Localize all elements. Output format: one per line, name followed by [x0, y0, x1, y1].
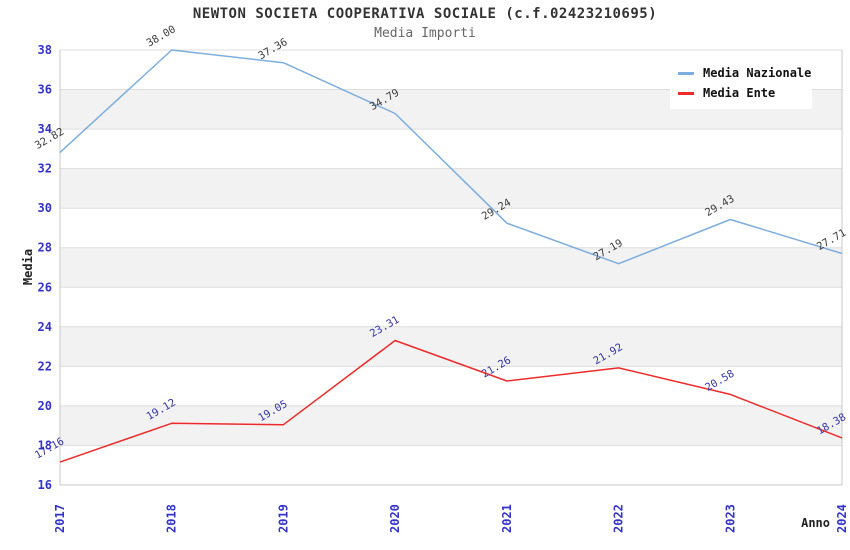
plot-band [60, 168, 842, 209]
y-tick-label: 26 [38, 280, 52, 294]
x-tick-label: 2017 [53, 504, 67, 533]
x-axis-title: Anno [801, 516, 830, 530]
plot-band [60, 247, 842, 288]
chart-legend: Media Nazionale Media Ente [670, 57, 812, 109]
y-tick-label: 32 [38, 162, 52, 176]
chart-subtitle: Media Importi [374, 26, 476, 41]
legend-swatch-ente-icon [678, 91, 694, 95]
y-axis-title: Media [21, 248, 35, 286]
y-tick-label: 38 [38, 43, 52, 57]
y-tick-label: 24 [38, 320, 52, 334]
x-tick-label: 2023 [723, 504, 737, 533]
x-tick-label: 2024 [835, 504, 849, 533]
x-tick-label: 2021 [500, 504, 514, 533]
plot-band [60, 366, 842, 406]
plot-band [60, 326, 842, 367]
plot-band [60, 405, 842, 446]
y-tick-label: 22 [38, 359, 52, 373]
plot-band [60, 287, 842, 327]
x-tick-label: 2018 [165, 504, 179, 533]
x-tick-label: 2022 [612, 504, 626, 533]
plot-band [60, 129, 842, 169]
x-tick-label: 2019 [276, 504, 290, 533]
y-tick-label: 20 [38, 399, 52, 413]
y-tick-label: 28 [38, 241, 52, 255]
x-tick-label: 2020 [388, 504, 402, 533]
plot-band [60, 445, 842, 485]
series-line-media-nazionale [59, 49, 843, 265]
y-tick-label: 30 [38, 201, 52, 215]
legend-label: Media Ente [703, 86, 776, 100]
chart-title: NEWTON SOCIETA COOPERATIVA SOCIALE (c.f.… [192, 6, 658, 22]
y-tick-label: 34 [38, 122, 52, 136]
legend-item-media-ente: Media Ente [678, 83, 804, 103]
legend-item-media-nazionale: Media Nazionale [678, 63, 811, 83]
y-tick-label: 18 [38, 439, 52, 453]
y-tick-label: 36 [38, 83, 52, 97]
series-line-media-ente [59, 339, 843, 463]
plot-band [60, 208, 842, 248]
y-tick-label: 16 [38, 478, 52, 492]
legend-label: Media Nazionale [703, 66, 812, 80]
legend-swatch-nazionale-icon [678, 71, 694, 75]
